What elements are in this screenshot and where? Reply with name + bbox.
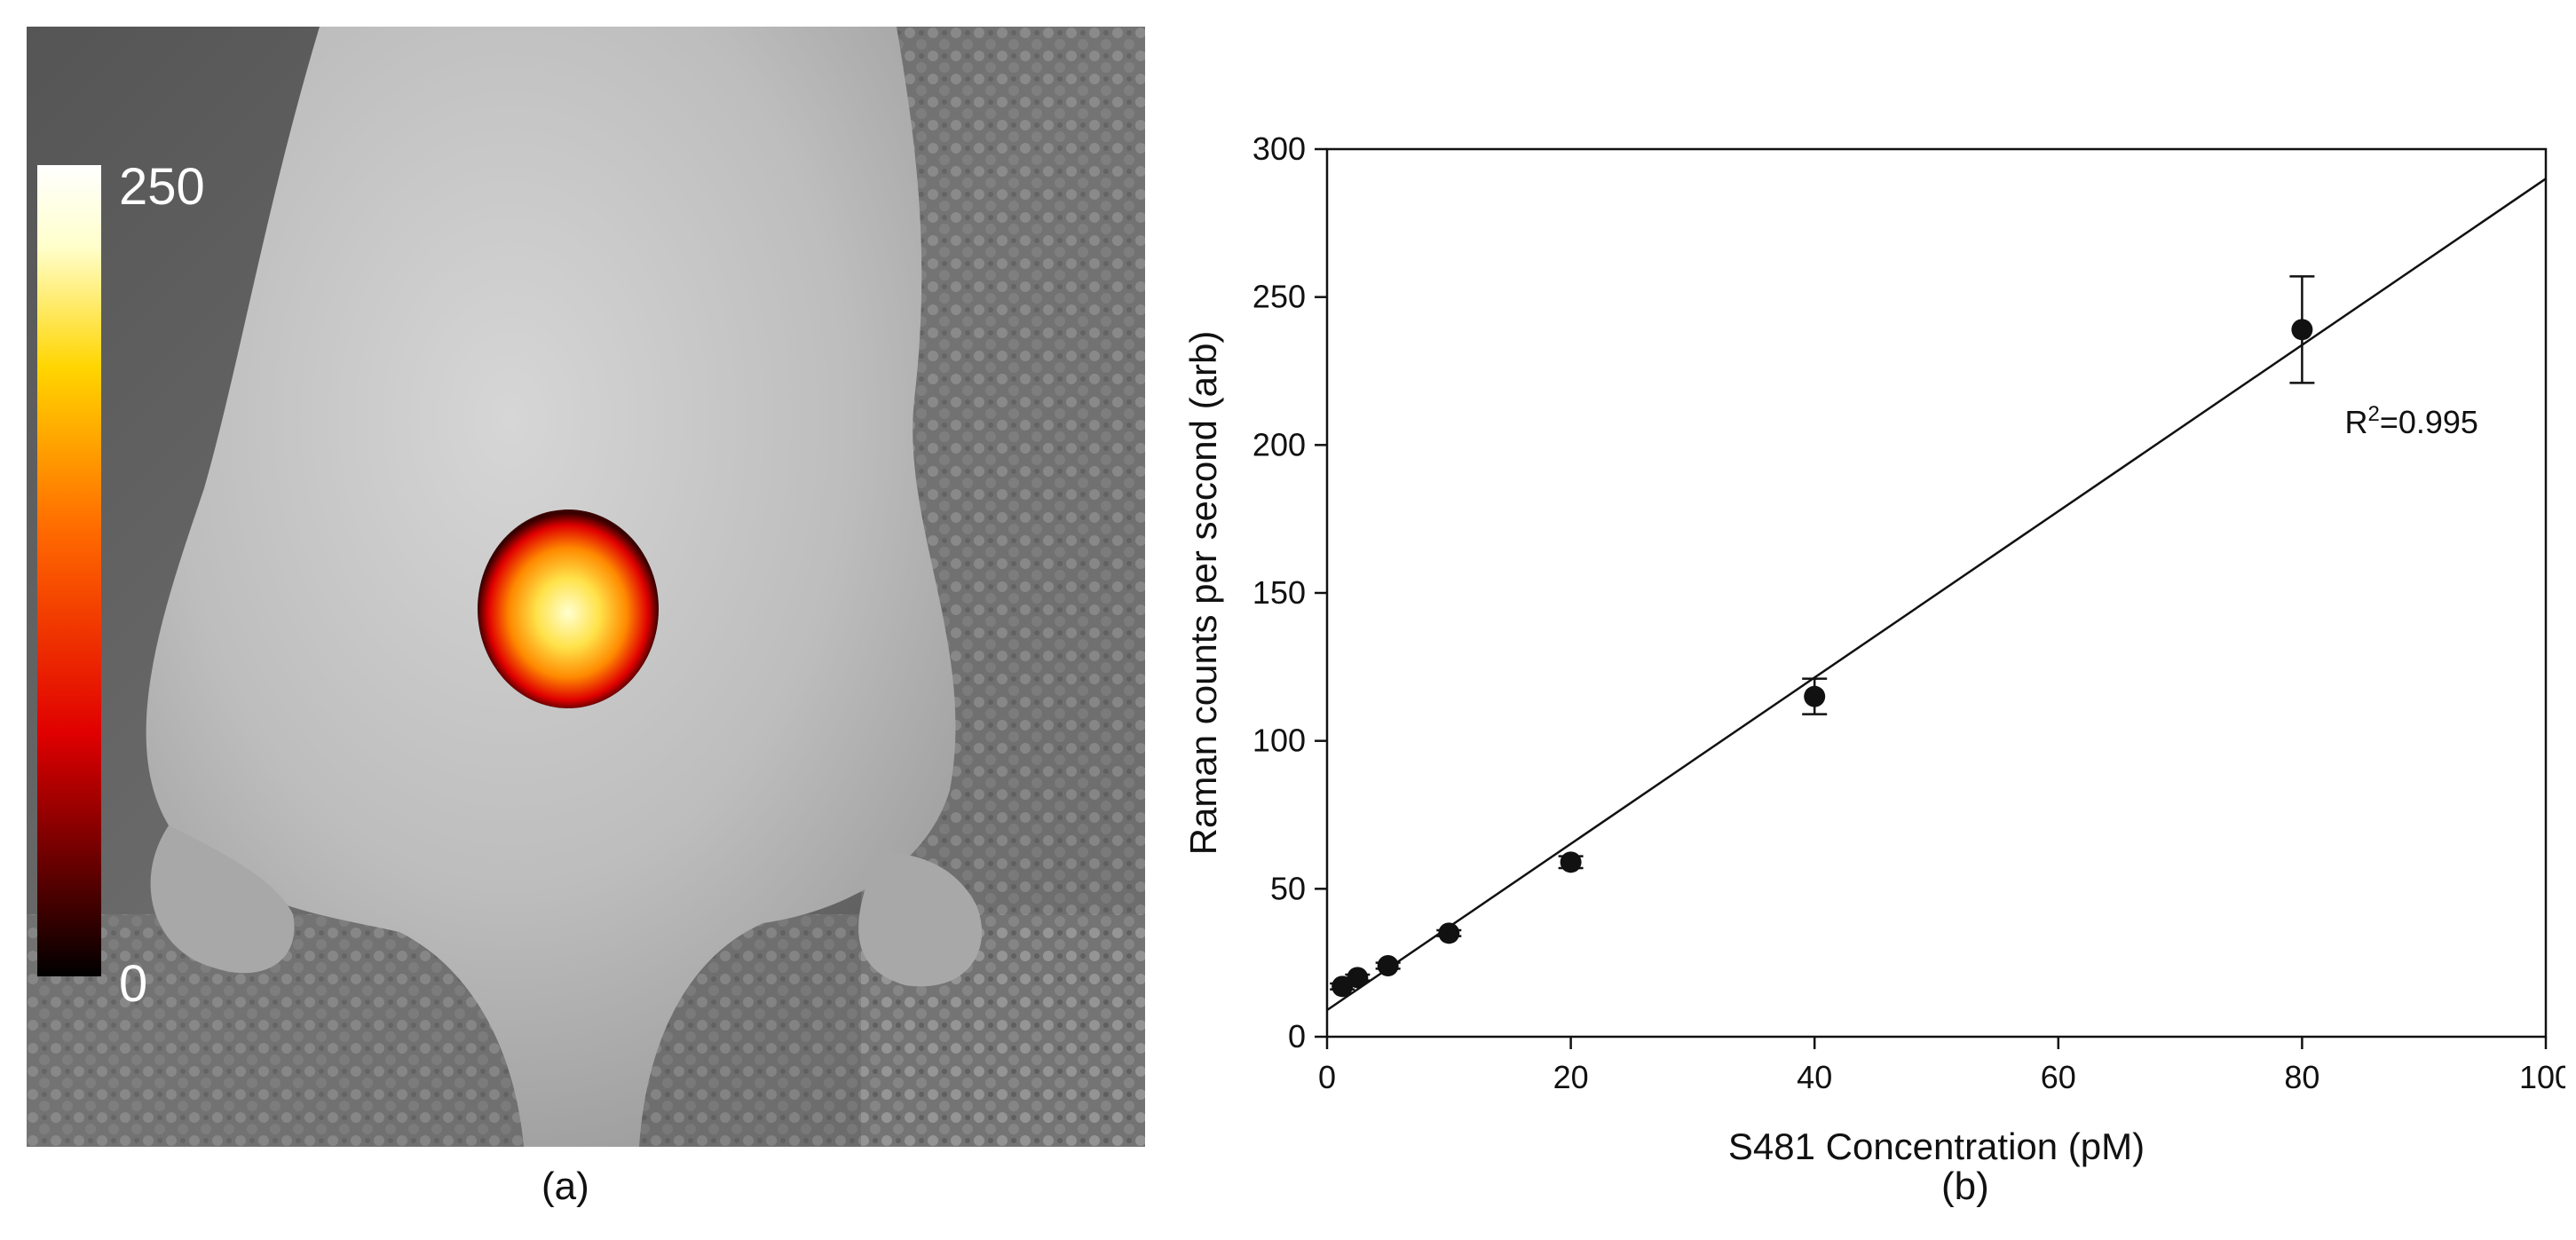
- y-tick-label: 250: [1252, 279, 1306, 315]
- x-tick-label: 60: [2041, 1059, 2076, 1095]
- y-tick-label: 0: [1288, 1018, 1306, 1054]
- x-tick-label: 100: [2519, 1059, 2565, 1095]
- imaging-panel: 250 0: [27, 27, 1145, 1147]
- y-tick-label: 100: [1252, 723, 1306, 759]
- y-axis-label: Raman counts per second (arb): [1182, 331, 1224, 856]
- data-point: [1560, 851, 1582, 873]
- fit-line: [1326, 178, 2547, 1012]
- caption-a: (a): [541, 1165, 589, 1208]
- data-point: [2291, 319, 2313, 341]
- r-squared-annotation: R2=0.995: [2344, 402, 2477, 440]
- colorbar-min-label: 0: [119, 955, 148, 1013]
- x-tick-label: 0: [1318, 1059, 1336, 1095]
- x-tick-label: 80: [2284, 1059, 2319, 1095]
- y-tick-label: 200: [1252, 426, 1306, 462]
- y-tick-label: 50: [1270, 870, 1306, 906]
- data-point: [1347, 967, 1369, 989]
- x-tick-label: 20: [1553, 1059, 1589, 1095]
- calibration-chart: 0 20 40 60 80 100 0 50 100 150 200 250 300 S481 Conce…: [1182, 130, 2565, 1167]
- caption-b: (b): [1941, 1165, 1989, 1208]
- data-point: [1438, 922, 1460, 944]
- data-point: [1377, 955, 1399, 976]
- plot-frame: [1325, 147, 2548, 1039]
- x-tick-label: 40: [1797, 1059, 1832, 1095]
- y-tick-label: 300: [1252, 130, 1306, 167]
- y-tick-label: 150: [1252, 574, 1306, 611]
- x-axis-label: S481 Concentration (pM): [1728, 1125, 2145, 1167]
- data-point: [1804, 685, 1826, 707]
- colorbar-max-label: 250: [119, 158, 205, 216]
- colorbar: [37, 165, 101, 976]
- mouse-raman-image: [27, 27, 1145, 1147]
